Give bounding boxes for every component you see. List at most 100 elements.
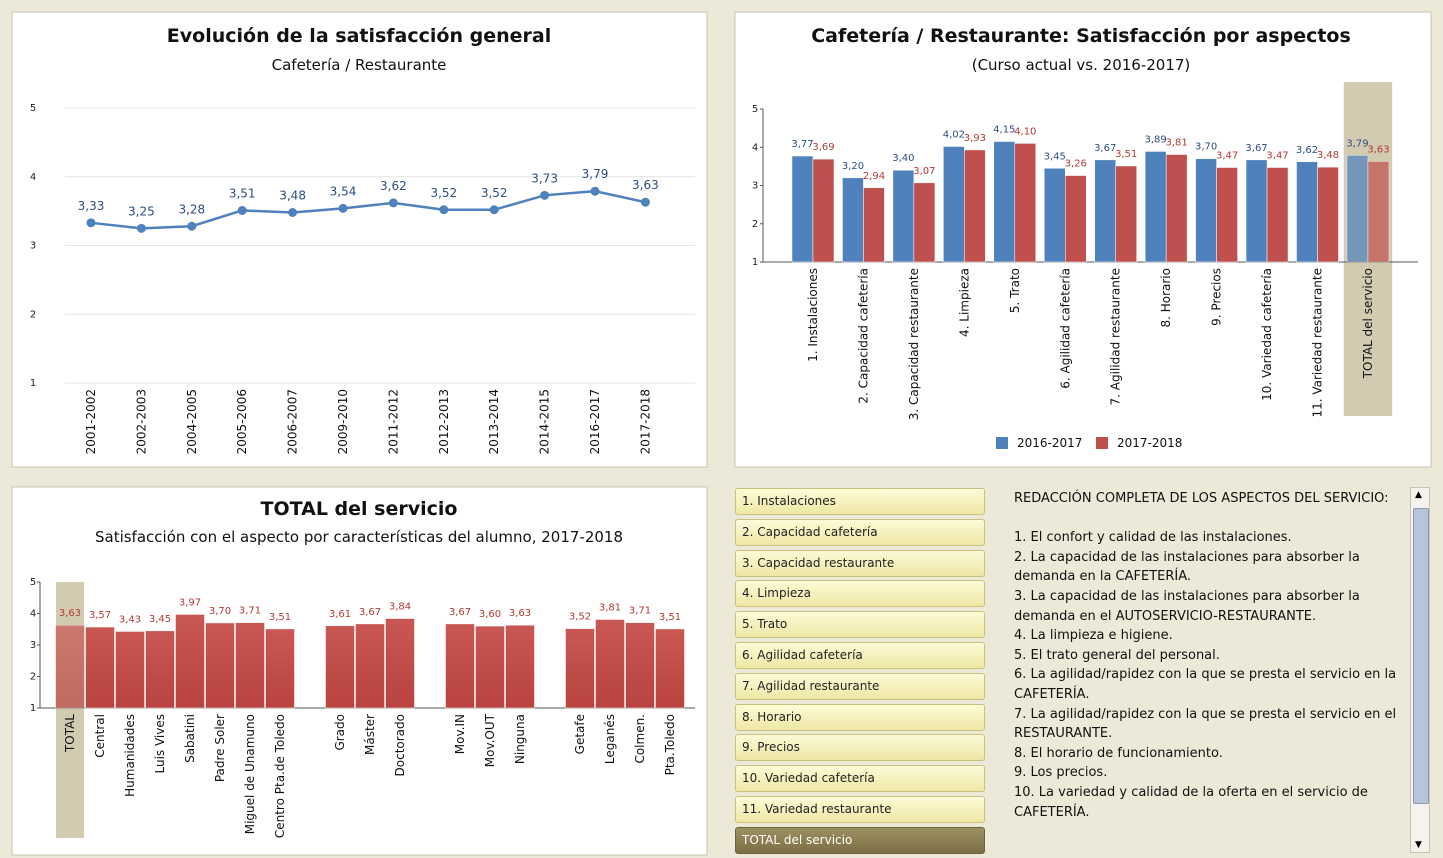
- aspect-button[interactable]: 7. Agilidad restaurante: [735, 672, 985, 700]
- bar: [85, 626, 115, 709]
- y-tick-label: 2: [30, 309, 36, 320]
- aspect-button[interactable]: 4. Limpieza: [735, 580, 985, 608]
- bar: [913, 182, 936, 263]
- aspect-button[interactable]: 10. Variedad cafetería: [735, 765, 985, 793]
- panel: [11, 11, 708, 468]
- x-tick-label: 11. Variedad restaurante: [1311, 268, 1325, 418]
- aspect-button[interactable]: 5. Trato: [735, 611, 985, 639]
- data-label: 3,25: [128, 204, 155, 218]
- description-panel: REDACCIÓN COMPLETA DE LOS ASPECTOS DEL S…: [1014, 489, 1407, 851]
- aspect-button[interactable]: 8. Horario: [735, 703, 985, 731]
- scroll-down[interactable]: ▼: [1415, 840, 1422, 850]
- bar: [1346, 155, 1369, 263]
- bar: [1195, 158, 1217, 263]
- data-label: 3,60: [479, 609, 501, 620]
- x-tick-label: Doctorado: [393, 714, 407, 776]
- bar: [145, 630, 175, 709]
- x-tick-label: 10. Variedad cafetería: [1260, 268, 1274, 401]
- data-label: 3,51: [229, 186, 256, 200]
- x-tick-label: 2011-2012: [386, 389, 400, 454]
- data-label: 3,48: [1317, 150, 1339, 161]
- aspect-button[interactable]: 1. Instalaciones: [735, 488, 985, 515]
- bar: [863, 187, 885, 263]
- x-tick-label: 2012-2013: [437, 389, 451, 454]
- description-item: 4. La limpieza e higiene.: [1014, 628, 1173, 644]
- bar: [1266, 167, 1289, 263]
- x-tick-label: 2. Capacidad cafetería: [856, 268, 870, 404]
- bar: [1094, 159, 1116, 263]
- x-tick-label: Miguel de Unamuno: [243, 714, 257, 834]
- data-label: 3,51: [1115, 149, 1137, 160]
- data-label: 3,71: [239, 606, 261, 617]
- y-tick-label: 1: [30, 703, 36, 714]
- bar: [235, 622, 265, 709]
- data-label: 3,70: [209, 606, 231, 617]
- data-label: 4,10: [1014, 126, 1036, 137]
- scroll-up[interactable]: ▲: [1415, 490, 1422, 500]
- x-tick-label: 2013-2014: [487, 389, 501, 454]
- scrollbar[interactable]: ▲ ▼: [1410, 487, 1430, 853]
- data-label: 3,26: [1065, 159, 1087, 170]
- bar: [1144, 151, 1167, 263]
- data-label: 3,51: [659, 612, 681, 623]
- bar: [791, 155, 814, 263]
- data-label: 3,63: [59, 608, 81, 619]
- chart-subtitle: (Curso actual vs. 2016-2017): [972, 56, 1191, 74]
- bar: [385, 618, 415, 709]
- x-tick-label: Pta.Toledo: [663, 714, 677, 775]
- data-label: 3,52: [481, 186, 508, 200]
- data-label: 3,84: [389, 602, 411, 613]
- data-label: 3,67: [1094, 143, 1116, 154]
- bar: [812, 158, 835, 263]
- y-tick-label: 2: [30, 672, 36, 683]
- bar: [993, 141, 1016, 263]
- bar: [1115, 165, 1137, 263]
- data-label: 3,43: [119, 614, 141, 625]
- bar: [175, 614, 205, 709]
- bar: [205, 622, 235, 709]
- chart-title: TOTAL del servicio: [261, 498, 458, 520]
- bar: [505, 624, 535, 709]
- bar: [964, 149, 986, 263]
- description-item: 6. La agilidad/rapidez con la que se pre…: [1014, 667, 1397, 702]
- y-tick-label: 3: [30, 241, 36, 252]
- data-label: 3,57: [89, 610, 111, 621]
- data-label: 3,89: [1145, 134, 1167, 145]
- data-label: 3,52: [569, 612, 591, 623]
- aspect-button[interactable]: 6. Agilidad cafetería: [735, 642, 985, 669]
- aspect-button[interactable]: 2. Capacidad cafetería: [735, 518, 985, 546]
- data-label: 3,67: [1245, 143, 1267, 154]
- scroll-thumb[interactable]: [1413, 508, 1429, 804]
- x-tick-label: 2005-2006: [235, 389, 249, 454]
- data-label: 3,81: [1166, 138, 1188, 149]
- x-tick-label: 3. Capacidad restaurante: [907, 268, 921, 420]
- x-tick-label: 6. Agilidad cafetería: [1058, 268, 1072, 389]
- data-label: 3,62: [380, 179, 407, 193]
- point: [540, 190, 550, 200]
- x-tick-label: Ninguna: [513, 714, 527, 764]
- y-tick-label: 4: [30, 172, 36, 183]
- bar: [842, 177, 864, 263]
- bar: [265, 628, 295, 709]
- data-label: 3,81: [599, 602, 621, 613]
- data-label: 3,69: [812, 142, 834, 153]
- aspect-button[interactable]: 9. Precios: [735, 734, 985, 762]
- x-tick-label: 2009-2010: [336, 389, 350, 454]
- x-tick-label: 2002-2003: [134, 389, 148, 454]
- y-tick-label: 5: [30, 577, 36, 588]
- x-tick-label: Mov.IN: [453, 714, 467, 754]
- data-label: 3,47: [1216, 151, 1238, 162]
- x-tick-label: 2016-2017: [588, 389, 602, 454]
- x-tick-label: 9. Precios: [1210, 268, 1224, 326]
- aspect-button[interactable]: TOTAL del servicio: [735, 826, 985, 854]
- aspect-button[interactable]: 3. Capacidad restaurante: [735, 549, 985, 577]
- x-tick-label: TOTAL del servicio: [1361, 268, 1375, 379]
- chart-title: Evolución de la satisfacción general: [167, 25, 551, 47]
- point: [439, 205, 449, 215]
- data-label: 3,62: [1296, 145, 1318, 156]
- highlight-band: [56, 582, 84, 838]
- x-tick-label: Grado: [333, 714, 347, 751]
- bar: [595, 619, 625, 709]
- aspect-button[interactable]: 11. Variedad restaurante: [735, 796, 985, 823]
- description-item: 10. La variedad y calidad de la oferta e…: [1014, 784, 1368, 820]
